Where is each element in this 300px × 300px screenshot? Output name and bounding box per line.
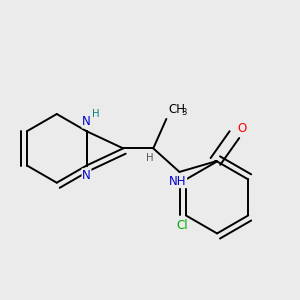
Text: N: N — [82, 115, 91, 128]
Text: N: N — [82, 169, 91, 182]
Text: H: H — [146, 152, 153, 163]
Text: NH: NH — [169, 175, 187, 188]
Text: O: O — [237, 122, 246, 135]
Text: Cl: Cl — [177, 219, 188, 232]
Text: H: H — [92, 109, 99, 119]
Text: 3: 3 — [182, 108, 187, 117]
Text: CH: CH — [169, 103, 186, 116]
